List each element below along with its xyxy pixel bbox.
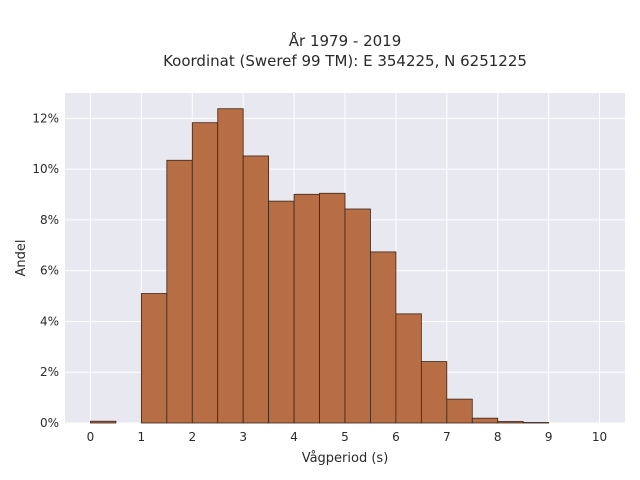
x-tick-label: 5 bbox=[341, 430, 349, 444]
x-tick-label: 9 bbox=[545, 430, 553, 444]
y-tick-label: 12% bbox=[32, 111, 59, 125]
y-tick-label: 0% bbox=[40, 416, 59, 430]
x-tick-label: 8 bbox=[494, 430, 502, 444]
y-tick-label: 6% bbox=[40, 264, 59, 278]
x-tick-label: 0 bbox=[87, 430, 95, 444]
x-axis-ticks: 0 1 2 3 4 5 6 7 8 9 10 bbox=[87, 430, 608, 444]
histogram-bar bbox=[497, 421, 524, 424]
x-tick-label: 4 bbox=[290, 430, 298, 444]
x-tick-label: 10 bbox=[592, 430, 607, 444]
y-axis-label: Andel bbox=[14, 240, 29, 277]
histogram-bar bbox=[293, 193, 320, 424]
histogram-bar bbox=[471, 417, 499, 424]
histogram-bar bbox=[166, 159, 193, 424]
y-tick-label: 8% bbox=[40, 213, 59, 227]
chart-title-line-1: År 1979 - 2019 bbox=[289, 31, 402, 50]
x-tick-label: 7 bbox=[443, 430, 451, 444]
x-tick-label: 6 bbox=[392, 430, 400, 444]
histogram-bar bbox=[395, 313, 422, 424]
x-tick-label: 2 bbox=[188, 430, 196, 444]
histogram-bar bbox=[370, 251, 397, 424]
y-tick-label: 2% bbox=[40, 365, 59, 379]
histogram-bar bbox=[420, 361, 448, 424]
x-tick-label: 1 bbox=[138, 430, 146, 444]
y-tick-label: 4% bbox=[40, 314, 59, 328]
histogram-bar bbox=[90, 420, 117, 424]
y-axis-ticks: 0% 2% 4% 6% 8% 10% 12% bbox=[32, 111, 59, 430]
histogram-bars bbox=[90, 108, 550, 424]
histogram-bar bbox=[191, 122, 219, 424]
histogram-bar bbox=[217, 108, 244, 424]
histogram-bar bbox=[319, 192, 346, 424]
y-tick-label: 10% bbox=[32, 162, 59, 176]
chart-title: År 1979 - 2019 Koordinat (Sweref 99 TM):… bbox=[163, 31, 527, 70]
histogram-bar bbox=[242, 155, 270, 424]
histogram-bar bbox=[140, 293, 168, 424]
x-tick-label: 3 bbox=[239, 430, 247, 444]
histogram-bar bbox=[344, 208, 371, 424]
histogram-bar bbox=[522, 422, 550, 424]
chart-title-line-2: Koordinat (Sweref 99 TM): E 354225, N 62… bbox=[163, 52, 527, 70]
histogram-bar bbox=[268, 200, 295, 424]
x-axis-label: Vågperiod (s) bbox=[302, 451, 389, 466]
histogram-bar bbox=[446, 398, 473, 424]
